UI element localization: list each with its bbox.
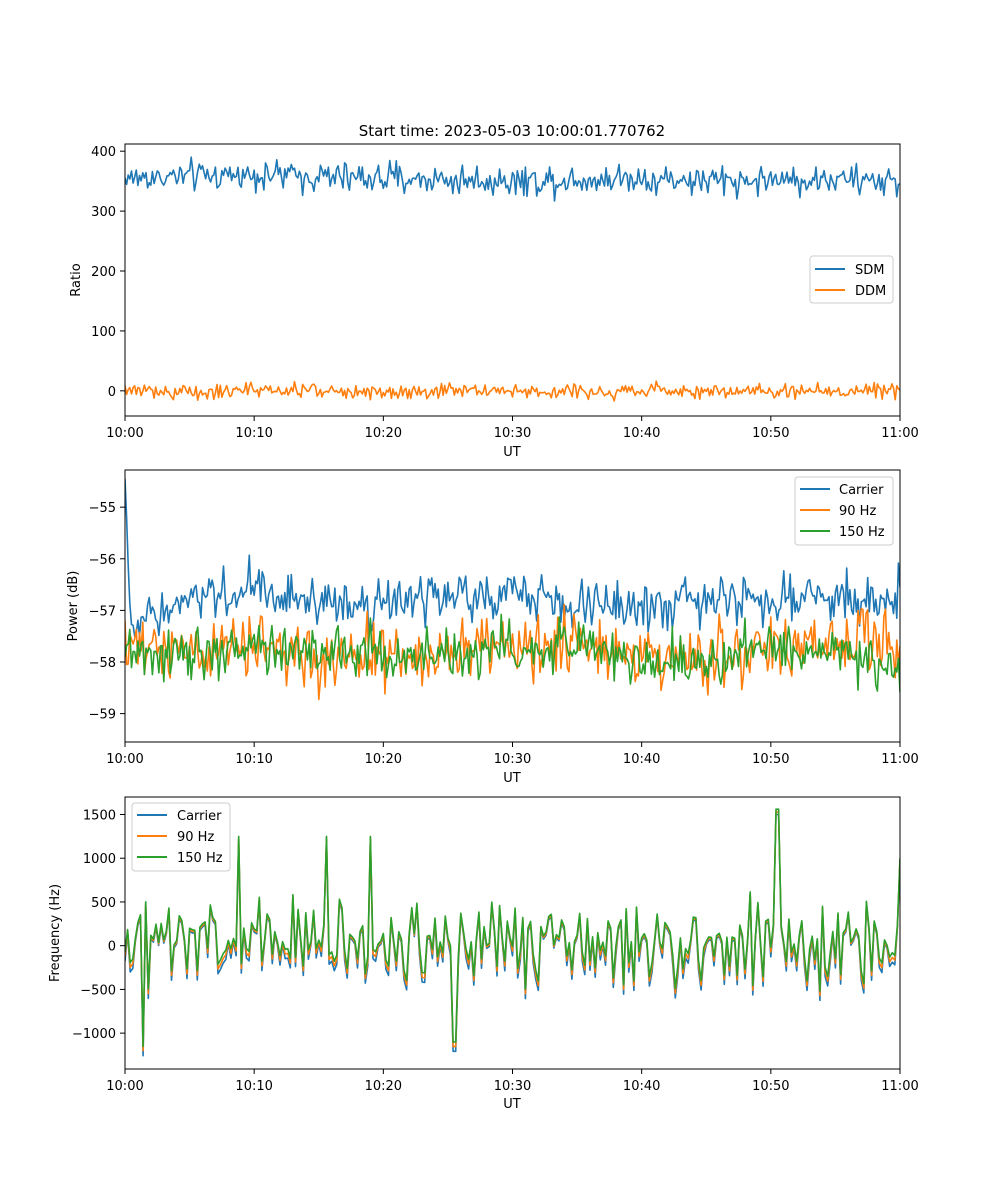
y-tick-label: 1500 [83, 808, 116, 823]
x-tick-label: 10:50 [752, 426, 789, 441]
y-tick-label: 500 [91, 896, 116, 911]
y-axis-label: Frequency (Hz) [48, 884, 63, 982]
x-ticks: 10:00 10:10 10:20 10:30 10:40 10:50 11:00 [106, 1069, 919, 1094]
plot-frame [124, 469, 901, 743]
legend-label-carrier: Carrier [177, 809, 222, 824]
x-axis-label: UT [503, 771, 521, 786]
y-tick-label: −1000 [72, 1027, 116, 1042]
x-tick-label: 10:50 [752, 752, 789, 767]
y-tick-label: 1000 [83, 852, 116, 867]
series-line-ddm [125, 380, 900, 402]
series-line-carrier [125, 478, 900, 638]
legend: SDM DDM [809, 255, 894, 304]
panel-power: −55 −56 −57 −58 −59 10:00 10:10 10:20 10:30 10:4… [66, 469, 919, 786]
x-tick-label: 10:00 [106, 1079, 143, 1094]
y-tick-label: 100 [91, 325, 116, 340]
y-tick-label: −57 [89, 604, 116, 619]
series-line-150-hz [125, 808, 900, 1048]
x-tick-label: 10:50 [752, 1079, 789, 1094]
legend: Carrier 90 Hz 150 Hz [794, 476, 894, 546]
x-tick-label: 11:00 [881, 426, 918, 441]
series-line-carrier [125, 813, 900, 1057]
series-lines-frequency [125, 808, 900, 1057]
legend-box [809, 255, 894, 304]
y-tick-label: 300 [91, 205, 116, 220]
series-lines-power [125, 478, 900, 701]
chart-title: Start time: 2023-05-03 10:00:01.770762 [359, 122, 665, 140]
series-lines-ratio [125, 156, 900, 402]
y-ticks: 1500 1000 500 0 −500 −1000 [72, 808, 125, 1042]
y-tick-label: 0 [108, 385, 116, 400]
y-ticks: 0 100 200 300 400 [91, 145, 125, 400]
legend: Carrier 90 Hz 150 Hz [131, 802, 231, 872]
x-tick-label: 10:10 [235, 752, 272, 767]
x-axis-label: UT [503, 1097, 521, 1112]
y-tick-label: 200 [91, 265, 116, 280]
x-tick-label: 10:30 [494, 426, 531, 441]
series-line-sdm [125, 156, 900, 202]
x-tick-label: 10:10 [235, 426, 272, 441]
x-tick-label: 10:40 [623, 426, 660, 441]
y-tick-label: 0 [108, 940, 116, 955]
y-ticks: −55 −56 −57 −58 −59 [89, 501, 125, 723]
x-tick-label: 10:20 [365, 752, 402, 767]
legend-label-150hz: 150 Hz [839, 525, 885, 540]
x-axis-label: UT [503, 445, 521, 460]
x-tick-label: 10:40 [623, 1079, 660, 1094]
y-tick-label: −58 [89, 656, 116, 671]
legend-label-sdm: SDM [855, 263, 884, 278]
legend-label-90hz: 90 Hz [839, 504, 876, 519]
x-tick-label: 10:20 [365, 1079, 402, 1094]
x-tick-label: 10:00 [106, 752, 143, 767]
x-tick-label: 10:40 [623, 752, 660, 767]
y-tick-label: −59 [89, 708, 116, 723]
legend-label-carrier: Carrier [839, 483, 884, 498]
x-tick-label: 10:20 [365, 426, 402, 441]
x-tick-label: 10:00 [106, 426, 143, 441]
legend-label-ddm: DDM [855, 284, 886, 299]
y-tick-label: −500 [80, 983, 116, 998]
legend-label-150hz: 150 Hz [177, 851, 223, 866]
x-tick-label: 10:10 [235, 1079, 272, 1094]
x-tick-label: 11:00 [881, 752, 918, 767]
x-ticks: 10:00 10:10 10:20 10:30 10:40 10:50 11:00 [106, 742, 919, 767]
x-tick-label: 10:30 [494, 1079, 531, 1094]
x-ticks: 10:00 10:10 10:20 10:30 10:40 10:50 11:00 [106, 416, 919, 441]
y-axis-label: Ratio [69, 263, 84, 296]
series-line-150-hz [125, 613, 900, 693]
x-tick-label: 10:30 [494, 752, 531, 767]
legend-box [794, 476, 894, 546]
legend-label-90hz: 90 Hz [177, 830, 214, 845]
series-line-90-hz [125, 811, 900, 1052]
panel-ratio: Start time: 2023-05-03 10:00:01.770762 0… [69, 122, 919, 460]
x-tick-label: 11:00 [881, 1079, 918, 1094]
y-tick-label: 400 [91, 145, 116, 160]
legend-box [131, 802, 231, 872]
y-tick-label: −56 [89, 553, 116, 568]
y-axis-label: Power (dB) [66, 571, 81, 642]
y-tick-label: −55 [89, 501, 116, 516]
